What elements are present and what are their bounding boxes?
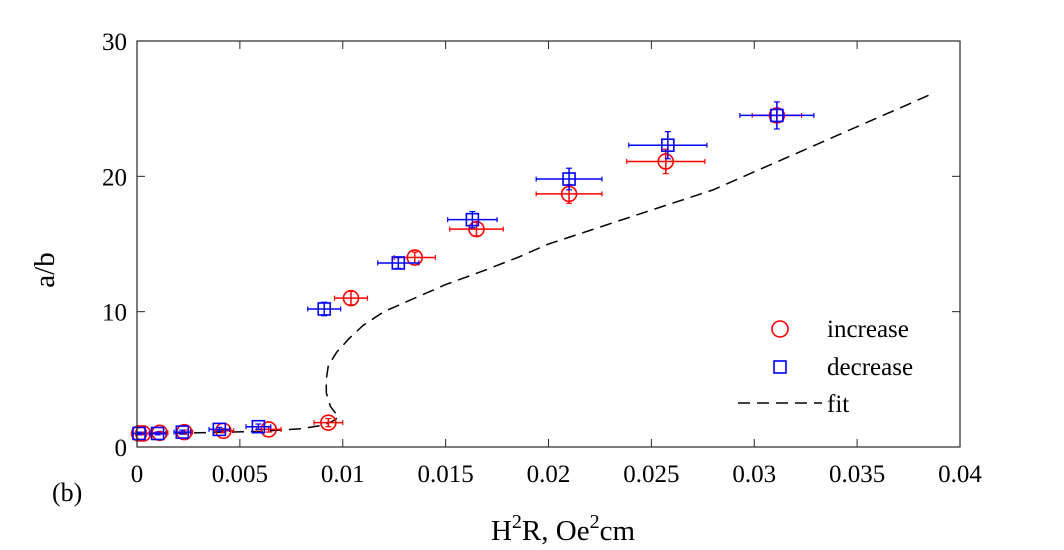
decrease-point [148, 426, 167, 441]
decrease-marker [562, 172, 576, 186]
legend-marker-decrease [773, 360, 787, 374]
increase-marker [406, 249, 424, 266]
x-tick-label: 0 [131, 461, 144, 488]
increase-point [626, 148, 706, 175]
x-tick-label: 0.04 [938, 461, 982, 488]
increase-marker [342, 289, 360, 307]
increase-point [333, 289, 369, 307]
y-tick-label: 20 [102, 164, 127, 191]
y-axis-label: a/b [29, 252, 61, 287]
axes [136, 40, 961, 448]
decrease-marker [150, 426, 165, 441]
y-tick-label: 30 [102, 29, 127, 56]
legend: increase decrease fit [738, 316, 913, 418]
fit-series [136, 94, 930, 435]
decrease-marker [770, 108, 784, 123]
decrease-point [173, 425, 192, 439]
decrease-point [208, 422, 231, 437]
decrease-marker [391, 256, 406, 270]
legend-label-fit: fit [827, 391, 849, 418]
decrease-marker [175, 425, 190, 439]
decrease-point [535, 167, 603, 191]
marker-layer [130, 101, 815, 442]
x-tick-label: 0.02 [527, 461, 571, 488]
increase-marker [657, 153, 675, 170]
x-tick-label: 0.005 [212, 461, 268, 488]
increase-point [313, 414, 344, 431]
decrease-marker [212, 422, 227, 437]
tick-labels: 0 0.005 0.01 0.015 0.02 0.025 0.03 0.035 0.04 0 10… [102, 29, 982, 488]
decrease-marker [251, 419, 266, 434]
y-tick-label: 10 [102, 300, 127, 327]
decrease-marker [465, 212, 480, 227]
increase-point [393, 249, 436, 266]
x-tick-label: 0.025 [623, 461, 679, 488]
decrease-point [628, 131, 708, 160]
decrease-point [307, 301, 342, 317]
legend-label-decrease: decrease [827, 354, 913, 381]
x-tick-label: 0.015 [418, 461, 474, 488]
y-tick-label: 0 [115, 435, 128, 462]
x-tick-label: 0.03 [732, 461, 776, 488]
increase-marker [320, 414, 337, 431]
legend-label-increase: increase [827, 316, 909, 343]
x-tick-label: 0.035 [829, 461, 885, 488]
legend-marker-increase [771, 320, 789, 338]
decrease-point [447, 210, 498, 229]
decrease-marker [132, 426, 146, 441]
increase-marker [468, 220, 485, 238]
x-axis-label: H2R, Oe2cm [491, 511, 635, 547]
decrease-point [739, 101, 815, 130]
increase-point [449, 220, 504, 238]
decrease-marker [317, 302, 332, 316]
panel-label: (b) [52, 478, 82, 507]
decrease-point [245, 419, 272, 434]
fit-line [136, 94, 930, 435]
decrease-marker [661, 138, 675, 153]
decrease-point [377, 256, 420, 270]
x-tick-label: 0.01 [321, 461, 365, 488]
